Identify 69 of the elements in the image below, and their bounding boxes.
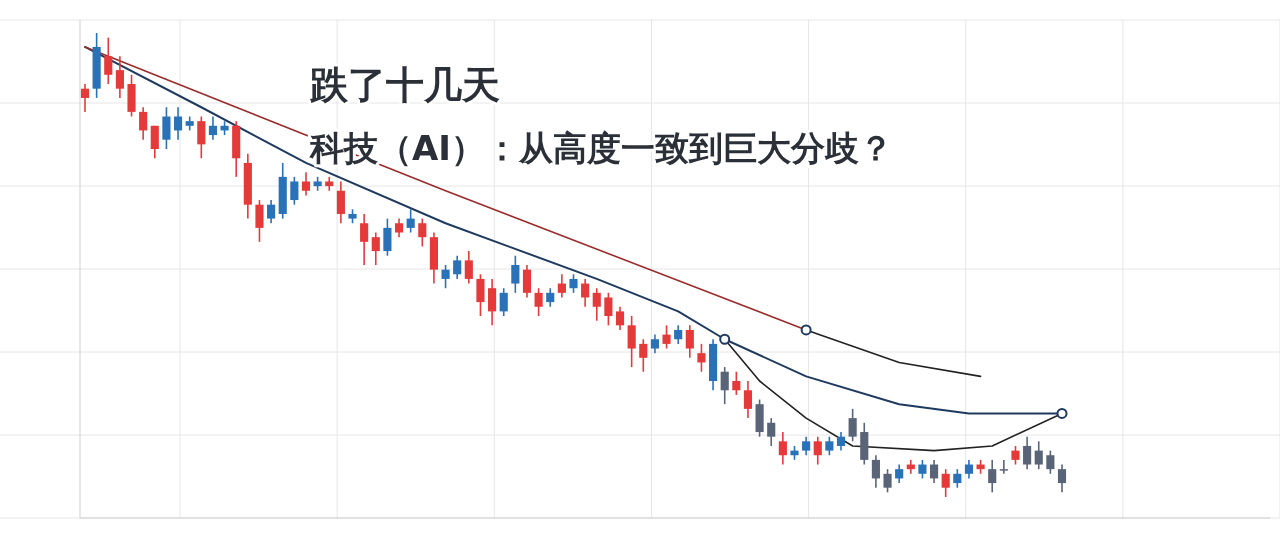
candlestick (813, 435, 822, 466)
candlestick (848, 408, 857, 443)
candlestick (732, 370, 741, 396)
candlestick (534, 287, 543, 317)
candlestick (255, 199, 264, 243)
candlestick (80, 83, 90, 113)
candlestick (546, 287, 555, 308)
candlestick (767, 417, 776, 447)
candlestick (964, 459, 974, 480)
candlestick (720, 366, 729, 405)
candlestick (871, 454, 880, 489)
candlestick (1057, 463, 1067, 494)
candlestick (476, 273, 485, 317)
candlestick (173, 106, 183, 141)
candlestick (1023, 435, 1032, 470)
candlestick (336, 180, 345, 225)
candlestick (197, 115, 206, 160)
candlestick (953, 468, 962, 489)
candlestick (371, 231, 380, 266)
candlestick (441, 264, 450, 289)
candlestick (778, 431, 787, 466)
candlestick (743, 380, 753, 419)
candlestick (1011, 445, 1020, 466)
candlestick (825, 435, 834, 457)
candlestick (615, 305, 625, 331)
candlestick (488, 278, 497, 327)
candlestick (522, 264, 532, 299)
candlestick (1046, 449, 1055, 475)
candlestick (267, 199, 276, 225)
candlestick (581, 278, 590, 308)
candlestick (918, 459, 927, 480)
candlestick (162, 106, 171, 150)
candlestick (929, 459, 939, 484)
candlestick (464, 250, 473, 285)
candlestick (627, 315, 636, 368)
candlestick (557, 273, 566, 299)
candlestick (150, 125, 159, 160)
candlestick (139, 106, 148, 141)
candlestick (301, 171, 311, 197)
candlestick (453, 254, 462, 280)
candlestick (674, 324, 683, 345)
candlestick (662, 324, 671, 350)
candlestick (104, 36, 113, 85)
candlestick (592, 287, 601, 322)
candlestick (115, 55, 124, 99)
candlestick (697, 343, 706, 373)
candlestick (650, 333, 659, 354)
text: 跌了十几天 (309, 63, 500, 107)
candlestick (290, 176, 299, 206)
candlestick (941, 468, 950, 498)
candlestick (895, 463, 904, 484)
candlestick (604, 292, 613, 327)
candlestick (883, 468, 892, 494)
candlestick (394, 217, 404, 238)
candlestick (406, 208, 415, 234)
candlestick (836, 431, 846, 452)
candlestick (999, 459, 1008, 475)
candlestick (802, 435, 811, 457)
candlestick (208, 115, 218, 141)
candlestick (988, 459, 997, 494)
candlestick (418, 217, 427, 248)
candlestick (383, 217, 392, 257)
candlestick (360, 213, 369, 266)
candlestick (569, 273, 578, 294)
candlestick (499, 287, 508, 317)
candlestick (1034, 440, 1043, 470)
candlestick (511, 254, 520, 294)
candlestick (685, 324, 694, 359)
candlestick (639, 338, 648, 373)
